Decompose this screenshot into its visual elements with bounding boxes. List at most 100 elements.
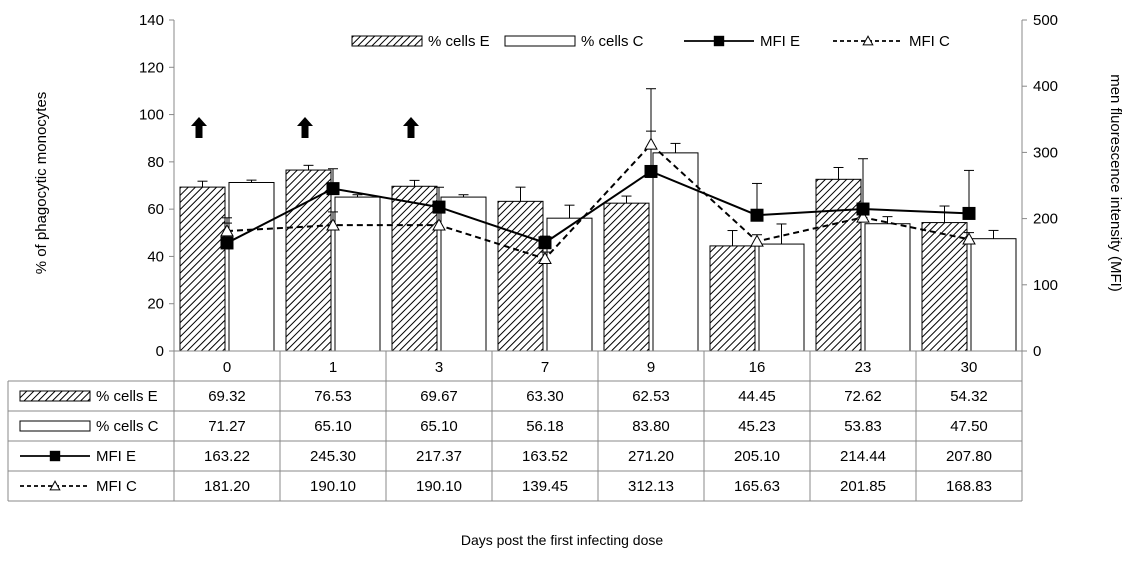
marker-triangle	[326, 218, 340, 231]
y-tick-label: 60	[147, 201, 164, 218]
marker-square	[644, 164, 658, 178]
table-cell: 163.22	[204, 448, 250, 465]
legend-label: % cells E	[428, 33, 490, 50]
marker-triangle	[862, 35, 874, 46]
table-cell: 163.52	[522, 448, 568, 465]
y2-tick-label: 500	[1033, 12, 1058, 29]
table-row-label: MFI C	[96, 478, 137, 495]
x-tick-label: 16	[749, 359, 766, 376]
marker-square	[326, 182, 340, 196]
table-cell: 76.53	[314, 388, 352, 405]
table-cell: 83.80	[632, 418, 670, 435]
bar-cells-e	[709, 245, 756, 352]
table-row-label: % cells C	[96, 418, 159, 435]
y-tick-label: 0	[156, 343, 164, 360]
table-cell: 168.83	[946, 478, 992, 495]
y-tick-label: 40	[147, 248, 164, 265]
dose-arrow	[403, 117, 419, 138]
table-cell: 44.45	[738, 388, 776, 405]
table-cell: 71.27	[208, 418, 246, 435]
marker-square	[49, 450, 61, 462]
table-row-label: MFI E	[96, 448, 136, 465]
data-table: 0 1 3 7 9 16 23 30 % cells E 69.32 76.53 69.67 63.30…	[7, 350, 1023, 502]
table-cell: 190.10	[310, 478, 356, 495]
legend-label: MFI E	[760, 33, 800, 50]
y-tick-label: 100	[139, 107, 164, 124]
table-cell: 62.53	[632, 388, 670, 405]
table-cell: 190.10	[416, 478, 462, 495]
marker-triangle	[644, 137, 658, 150]
y2-axis-label: men fluorescence intensity (MFI)	[1107, 74, 1124, 292]
y2-tick-label: 400	[1033, 78, 1058, 95]
table-cell: 201.85	[840, 478, 886, 495]
table-cell: 54.32	[950, 388, 988, 405]
table-cell: 72.62	[844, 388, 882, 405]
table-cell: 65.10	[314, 418, 352, 435]
legend-swatch	[19, 420, 91, 432]
series-lines	[226, 142, 970, 260]
marker-square	[856, 202, 870, 216]
table-cell: 181.20	[204, 478, 250, 495]
table-cell: 69.67	[420, 388, 458, 405]
x-tick-label: 1	[329, 359, 337, 376]
y2-tick-label: 0	[1033, 343, 1041, 360]
bar-cells-e	[391, 185, 438, 352]
bars	[179, 152, 1017, 352]
bar-cells-c	[758, 243, 805, 352]
marker-square	[962, 206, 976, 220]
marker-triangle	[49, 480, 61, 491]
marker-triangle	[432, 218, 446, 231]
marker-triangle	[750, 234, 764, 247]
bar-cells-e	[603, 202, 650, 352]
legend-swatch	[351, 35, 423, 47]
bar-cells-c	[970, 238, 1017, 352]
marker-square	[750, 208, 764, 222]
marker-square	[432, 200, 446, 214]
x-tick-label: 0	[223, 359, 231, 376]
legend-label: MFI C	[909, 33, 950, 50]
bar-cells-c	[334, 196, 381, 352]
table-cell: 53.83	[844, 418, 882, 435]
table-cell: 69.32	[208, 388, 246, 405]
table-cell: 214.44	[840, 448, 886, 465]
bar-cells-c	[228, 181, 275, 352]
x-tick-label: 9	[647, 359, 655, 376]
y-axis-label: % of phagocytic monocytes	[33, 92, 50, 275]
bar-cells-e	[179, 186, 226, 352]
table-cell: 312.13	[628, 478, 674, 495]
bar-cells-e	[497, 200, 544, 352]
y-tick-label: 140	[139, 12, 164, 29]
table-cell: 165.63	[734, 478, 780, 495]
bar-cells-e	[285, 169, 332, 352]
line-mfi-c	[226, 142, 970, 260]
dose-arrow	[297, 117, 313, 138]
legend-label: % cells C	[581, 33, 644, 50]
marker-triangle	[538, 251, 552, 264]
y2-tick-label: 200	[1033, 211, 1058, 228]
y-tick-label: 80	[147, 154, 164, 171]
table-row-label: % cells E	[96, 388, 158, 405]
marker-square	[713, 35, 725, 47]
x-tick-label: 23	[855, 359, 872, 376]
table-cell: 245.30	[310, 448, 356, 465]
dose-arrows	[191, 117, 419, 138]
y-tick-label: 120	[139, 59, 164, 76]
markers	[220, 137, 976, 264]
x-tick-label: 30	[961, 359, 978, 376]
table-cell: 271.20	[628, 448, 674, 465]
x-axis-label: Days post the first infecting dose	[461, 532, 664, 548]
marker-triangle	[856, 210, 870, 223]
legend-swatch	[19, 390, 91, 402]
y2-tick-label: 100	[1033, 277, 1058, 294]
table-cell: 47.50	[950, 418, 988, 435]
bar-cells-c	[546, 217, 593, 352]
table-cell: 45.23	[738, 418, 776, 435]
table-cell: 205.10	[734, 448, 780, 465]
y2-tick-label: 300	[1033, 144, 1058, 161]
table-cell: 217.37	[416, 448, 462, 465]
legend: % cells E % cells C MFI E MFI C	[351, 33, 950, 50]
legend-swatch	[504, 35, 576, 47]
table-cell: 207.80	[946, 448, 992, 465]
bar-cells-c	[864, 223, 911, 352]
